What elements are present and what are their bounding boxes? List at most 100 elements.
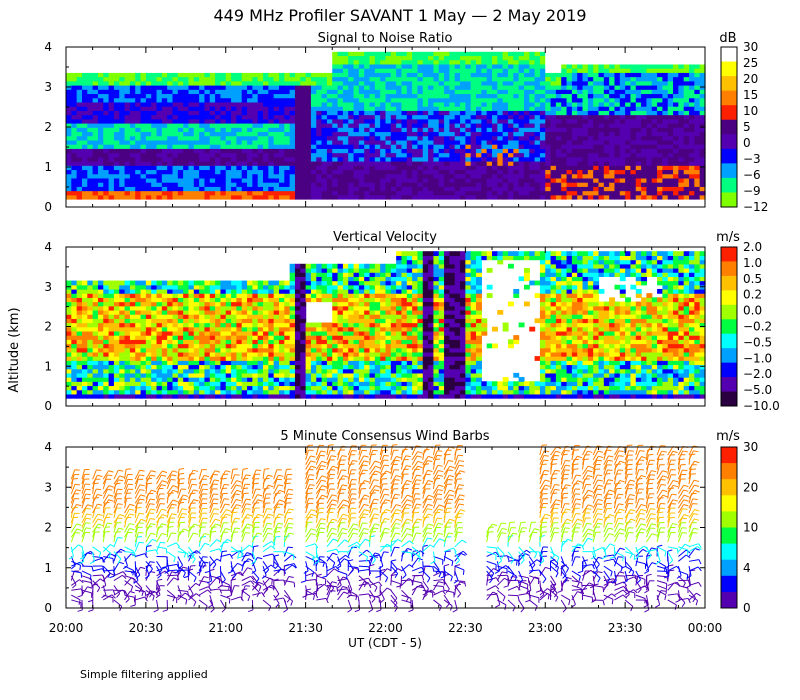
heatmap-cell (449, 169, 456, 175)
heatmap-cell (167, 80, 174, 86)
heatmap-cell (593, 131, 600, 137)
heatmap-cell (460, 131, 466, 137)
heatmap-cell (188, 59, 195, 65)
heatmap-cell (151, 63, 158, 69)
heatmap-cell (183, 80, 190, 86)
heatmap-cell (151, 377, 158, 382)
heatmap-cell (433, 68, 440, 73)
heatmap-cell (167, 322, 174, 328)
heatmap-cell (284, 173, 291, 179)
heatmap-cell (449, 55, 456, 61)
heatmap-cell (646, 93, 653, 99)
heatmap-cell (657, 47, 663, 52)
heatmap-cell (332, 59, 339, 65)
heatmap-cell (609, 177, 616, 183)
heatmap-cell (108, 368, 115, 374)
heatmap-cell (422, 139, 429, 145)
heatmap-cell (167, 339, 174, 345)
heatmap-cell (603, 139, 610, 145)
heatmap-cell (358, 97, 365, 103)
heatmap-cell (103, 93, 110, 99)
heatmap-cell (609, 165, 616, 171)
heatmap-cell (321, 72, 328, 78)
heatmap-cell (678, 127, 685, 133)
heatmap-cell (97, 360, 104, 366)
heatmap-cell (167, 85, 174, 90)
heatmap-cell (651, 186, 658, 192)
heatmap-cell (156, 85, 163, 90)
heatmap-cell (369, 182, 376, 187)
heatmap-cell (566, 68, 573, 73)
heatmap-cell (161, 80, 168, 86)
heatmap-cell (172, 186, 179, 192)
heatmap-cell (641, 47, 648, 52)
heatmap-cell (199, 106, 206, 111)
heatmap-cell (167, 351, 174, 357)
heatmap-cell (417, 118, 424, 124)
heatmap-cell (689, 110, 695, 116)
heatmap-cell (412, 85, 419, 90)
heatmap-cell (284, 51, 291, 57)
heatmap-cell (699, 161, 706, 166)
heatmap-cell (326, 177, 333, 183)
heatmap-cell (289, 161, 296, 166)
heatmap-cell (699, 97, 706, 103)
heatmap-cell (337, 68, 344, 73)
heatmap-cell (108, 89, 115, 95)
heatmap-cell (529, 72, 536, 78)
heatmap-cell (92, 360, 99, 366)
heatmap-cell (353, 161, 360, 166)
heatmap-cell (71, 309, 78, 315)
heatmap-cell (300, 55, 307, 61)
heatmap-cell (470, 165, 477, 171)
heatmap-cell (539, 169, 546, 175)
heatmap-cell (465, 80, 472, 86)
heatmap-cell (76, 148, 83, 154)
heatmap-cell (113, 377, 120, 382)
heatmap-cell (625, 173, 632, 179)
heatmap-cell (609, 80, 616, 86)
heatmap-cell (161, 314, 168, 319)
heatmap-cell (523, 152, 530, 158)
heatmap-cell (492, 186, 498, 192)
heatmap-cell (635, 135, 642, 141)
heatmap-cell (321, 89, 328, 95)
heatmap-cell (263, 72, 269, 78)
heatmap-cell (263, 51, 269, 57)
heatmap-cell (582, 118, 589, 124)
heatmap-cell (619, 186, 626, 192)
heatmap-cell (151, 148, 158, 154)
heatmap-cell (326, 97, 333, 103)
heatmap-cell (635, 80, 642, 86)
heatmap-cell (518, 152, 525, 158)
heatmap-cell (236, 51, 243, 57)
heatmap-cell (518, 55, 525, 61)
heatmap-cell (71, 101, 78, 107)
heatmap-cell (380, 89, 387, 95)
heatmap-cell (374, 190, 381, 196)
heatmap-cell (220, 51, 227, 57)
heatmap-cell (523, 135, 530, 141)
heatmap-cell (374, 131, 381, 137)
heatmap-cell (119, 318, 126, 324)
heatmap-cell (422, 114, 429, 120)
heatmap-cell (342, 127, 349, 133)
heatmap-cell (545, 152, 552, 158)
heatmap-cell (582, 161, 589, 166)
heatmap-cell (92, 301, 99, 307)
heatmap-cell (231, 72, 237, 78)
heatmap-cell (257, 97, 264, 103)
heatmap-cell (279, 169, 285, 175)
heatmap-cell (289, 106, 296, 111)
heatmap-cell (342, 76, 349, 82)
heatmap-cell (108, 347, 115, 353)
heatmap-cell (263, 127, 269, 133)
heatmap-cell (502, 47, 509, 52)
heatmap-cell (81, 80, 88, 86)
heatmap-cell (87, 148, 94, 154)
heatmap-cell (641, 110, 648, 116)
heatmap-cell (97, 89, 104, 95)
heatmap-cell (289, 165, 296, 171)
heatmap-cell (145, 368, 152, 374)
heatmap-cell (406, 68, 413, 73)
